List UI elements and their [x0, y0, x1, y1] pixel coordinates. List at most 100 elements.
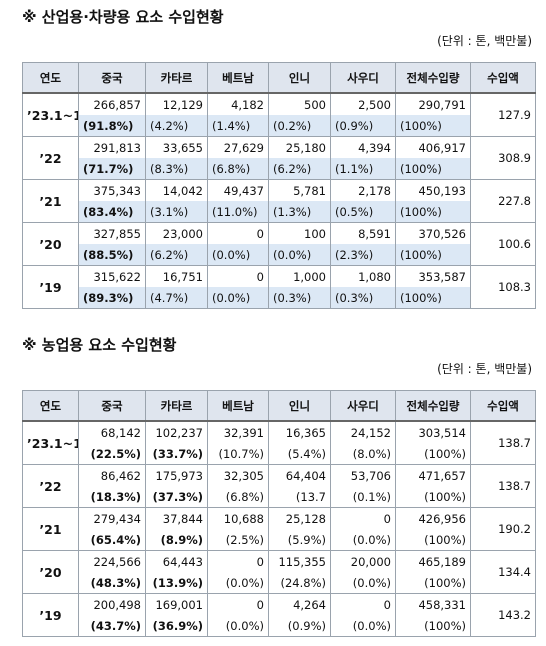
- share-cell: (0.0%): [207, 287, 269, 309]
- share-cell: (0.0%): [207, 244, 269, 266]
- value-cell: 8,591: [330, 222, 396, 244]
- year-cell: ’22: [22, 136, 79, 180]
- share-cell: (1.3%): [268, 201, 331, 223]
- value-cell: 471,657: [395, 464, 471, 486]
- share-cell: (0.1%): [330, 486, 396, 508]
- value-cell: 10,688: [207, 507, 269, 529]
- value-cell: 370,526: [395, 222, 471, 244]
- share-cell: (11.0%): [207, 201, 269, 223]
- value-cell: 32,391: [207, 420, 269, 443]
- share-cell: (1.4%): [207, 115, 269, 137]
- share-cell: (71.7%): [78, 158, 146, 180]
- header-cell: 사우디: [330, 62, 396, 94]
- share-cell: (4.7%): [145, 287, 208, 309]
- value-cell: 0: [207, 265, 269, 287]
- value-cell: 327,855: [78, 222, 146, 244]
- share-cell: (0.2%): [268, 115, 331, 137]
- value-cell: 0: [330, 507, 396, 529]
- year-cell: ’19: [22, 593, 79, 637]
- share-cell: (8.9%): [145, 529, 208, 551]
- value-cell: 315,622: [78, 265, 146, 287]
- value-cell: 12,129: [145, 92, 208, 115]
- share-cell: (10.7%): [207, 443, 269, 465]
- share-cell: (2.5%): [207, 529, 269, 551]
- share-cell: (13.7: [268, 486, 331, 508]
- value-cell: 4,264: [268, 593, 331, 615]
- amount-cell: 127.9: [470, 92, 536, 137]
- value-cell: 0: [207, 550, 269, 572]
- year-cell: ’20: [22, 222, 79, 266]
- value-cell: 500: [268, 92, 331, 115]
- share-cell: (100%): [395, 615, 471, 637]
- value-cell: 375,343: [78, 179, 146, 201]
- value-cell: 303,514: [395, 420, 471, 443]
- value-cell: 25,128: [268, 507, 331, 529]
- value-cell: 25,180: [268, 136, 331, 158]
- value-cell: 1,000: [268, 265, 331, 287]
- unit-note: (단위 : 톤, 백만불): [437, 362, 532, 376]
- value-row: ’21 279,434 37,844 10,688 25,128 0 426,956 190.…: [22, 507, 536, 551]
- header-cell: 전체수입량: [395, 390, 471, 422]
- header-cell: 베트남: [207, 390, 269, 422]
- header-cell: 연도: [22, 390, 79, 422]
- share-cell: (0.0%): [330, 529, 396, 551]
- value-cell: 16,365: [268, 420, 331, 443]
- value-cell: 49,437: [207, 179, 269, 201]
- year-cell: ’19: [22, 265, 79, 309]
- value-cell: 279,434: [78, 507, 146, 529]
- value-row: ’21 375,343 14,042 49,437 5,781 2,178 450,193 2…: [22, 179, 536, 223]
- value-row: ’23.1~10266,85712,1294,1825002,500290,79…: [22, 92, 536, 137]
- value-cell: 353,587: [395, 265, 471, 287]
- share-cell: (13.9%): [145, 572, 208, 594]
- import-table: 연도중국카타르베트남인니사우디전체수입량수입액’23.1~10266,85712…: [22, 62, 536, 309]
- section-title: ※ 산업용·차량용 요소 수입현황: [22, 8, 224, 26]
- share-cell: (18.3%): [78, 486, 146, 508]
- share-cell: (83.4%): [78, 201, 146, 223]
- share-cell: (100%): [395, 486, 471, 508]
- share-row: (83.4%) (3.1%) (11.0%) (1.3%) (0.5%) (100%): [23, 201, 536, 223]
- value-row: ’19 200,498 169,001 0 4,264 0 458,331 143.2: [22, 593, 536, 637]
- share-cell: (0.0%): [330, 615, 396, 637]
- share-row: (91.8%) (4.2%) (1.4%) (0.2%) (0.9%) (100%): [23, 115, 536, 137]
- amount-cell: 108.3: [470, 265, 536, 309]
- share-cell: (89.3%): [78, 287, 146, 309]
- share-cell: (6.2%): [145, 244, 208, 266]
- share-cell: (0.0%): [330, 572, 396, 594]
- value-row: ’23.1~1068,142102,23732,39116,36524,1523…: [22, 420, 536, 465]
- value-row: ’22 86,462 175,973 32,305 64,404 53,706 471,65…: [22, 464, 536, 508]
- share-cell: (100%): [395, 529, 471, 551]
- share-cell: (0.5%): [330, 201, 396, 223]
- share-cell: (36.9%): [145, 615, 208, 637]
- value-cell: 465,189: [395, 550, 471, 572]
- value-cell: 200,498: [78, 593, 146, 615]
- share-cell: (6.8%): [207, 486, 269, 508]
- value-cell: 0: [207, 593, 269, 615]
- value-cell: 32,305: [207, 464, 269, 486]
- value-cell: 24,152: [330, 420, 396, 443]
- value-row: ’20 224,566 64,443 0 115,355 20,000 465,189 134…: [22, 550, 536, 594]
- share-row: (65.4%) (8.9%) (2.5%) (5.9%) (0.0%) (100%): [23, 529, 536, 551]
- share-row: (18.3%) (37.3%) (6.8%) (13.7 (0.1%) (100%): [23, 486, 536, 508]
- value-cell: 102,237: [145, 420, 208, 443]
- share-cell: (8.0%): [330, 443, 396, 465]
- share-row: (89.3%) (4.7%) (0.0%) (0.3%) (0.3%) (100%): [23, 287, 536, 309]
- header-row: 연도 중국 카타르 베트남 인니 사우디 전체수입량 수입액: [22, 390, 536, 422]
- share-cell: (100%): [395, 201, 471, 223]
- share-row: (22.5%) (33.7%) (10.7%) (5.4%) (8.0%) (100%): [23, 443, 536, 465]
- header-cell: 전체수입량: [395, 62, 471, 94]
- share-cell: (0.3%): [330, 287, 396, 309]
- header-cell: 수입액: [470, 390, 536, 422]
- year-cell: ’23.1~10: [22, 420, 79, 465]
- header-cell: 카타르: [145, 62, 208, 94]
- share-cell: (0.9%): [268, 615, 331, 637]
- header-cell: 연도: [22, 62, 79, 94]
- value-cell: 27,629: [207, 136, 269, 158]
- amount-cell: 100.6: [470, 222, 536, 266]
- share-cell: (4.2%): [145, 115, 208, 137]
- value-cell: 426,956: [395, 507, 471, 529]
- value-cell: 64,443: [145, 550, 208, 572]
- year-cell: ’21: [22, 179, 79, 223]
- value-cell: 2,178: [330, 179, 396, 201]
- value-cell: 450,193: [395, 179, 471, 201]
